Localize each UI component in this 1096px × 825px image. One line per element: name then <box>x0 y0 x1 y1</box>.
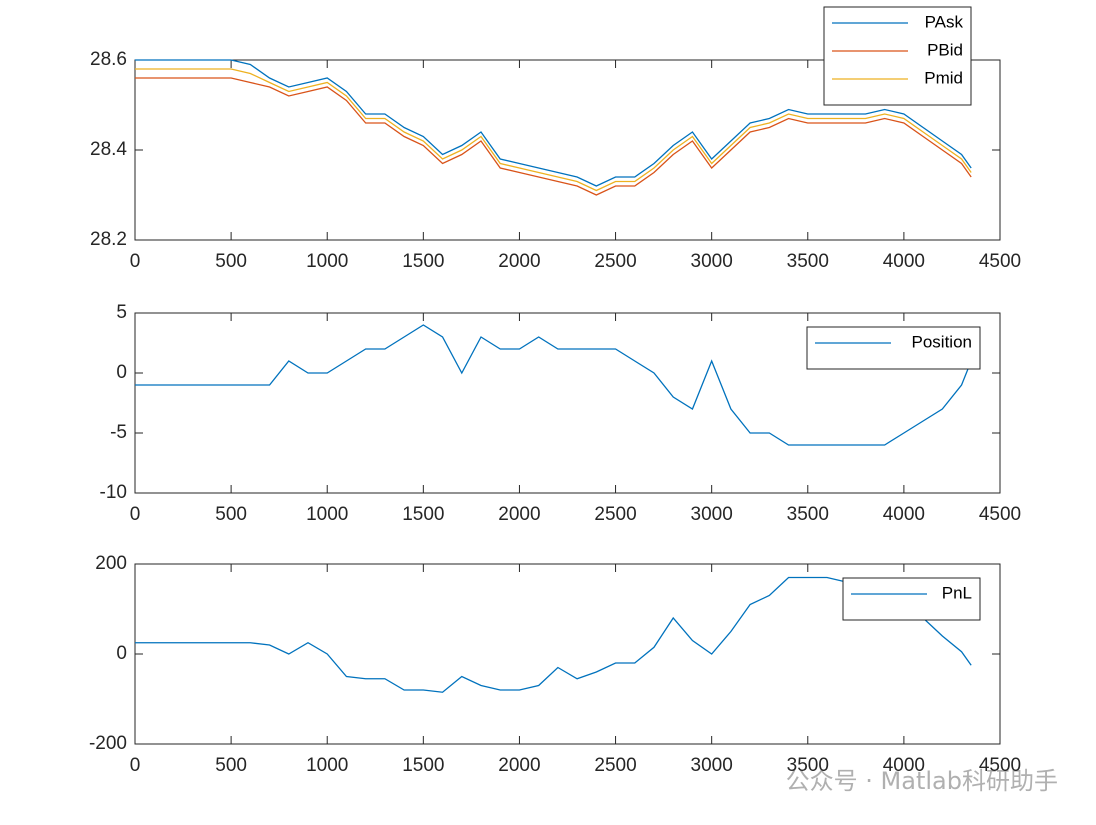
x-tick-label: 3500 <box>787 755 829 776</box>
legend: PAsk PBid Pmid <box>823 6 972 106</box>
y-tick-label: 28.4 <box>90 139 127 160</box>
legend-box <box>806 326 981 370</box>
x-tick-label: 2000 <box>498 504 540 525</box>
x-tick-label: 0 <box>130 755 141 776</box>
legend: PnL <box>842 577 981 621</box>
watermark: 公众号 · Matlab科研助手 <box>786 767 1058 795</box>
x-tick-label: 3500 <box>787 251 829 272</box>
x-tick-label: 3000 <box>691 755 733 776</box>
x-tick-label: 500 <box>215 755 247 776</box>
series-line <box>135 59 972 187</box>
x-tick-label: 4000 <box>883 251 925 272</box>
y-tick-label: 28.6 <box>90 49 127 70</box>
x-tick-label: 2500 <box>594 251 636 272</box>
legend-label: Pmid <box>924 68 963 87</box>
y-tick-label: -10 <box>100 482 127 503</box>
x-tick-label: 1500 <box>402 504 444 525</box>
x-tick-label: 4500 <box>979 755 1021 776</box>
x-tick-label: 0 <box>130 251 141 272</box>
series-line <box>135 68 972 192</box>
series-line <box>135 324 972 446</box>
x-tick-label: 1000 <box>306 755 348 776</box>
y-tick-label: 5 <box>116 302 127 323</box>
y-tick-label: -5 <box>110 422 127 443</box>
x-tick-label: 0 <box>130 504 141 525</box>
x-tick-label: 1500 <box>402 251 444 272</box>
x-tick-label: 4000 <box>883 504 925 525</box>
x-tick-label: 2500 <box>594 504 636 525</box>
legend-label: Position <box>912 332 972 351</box>
legend-label: PnL <box>942 583 972 602</box>
x-tick-label: 3500 <box>787 504 829 525</box>
x-tick-label: 4500 <box>979 504 1021 525</box>
x-tick-label: 3000 <box>691 251 733 272</box>
x-tick-label: 500 <box>215 504 247 525</box>
y-tick-label: 0 <box>116 643 127 664</box>
x-tick-label: 1000 <box>306 504 348 525</box>
x-tick-label: 2500 <box>594 755 636 776</box>
x-tick-label: 2000 <box>498 251 540 272</box>
legend: Position <box>806 326 981 370</box>
legend-label: PAsk <box>925 12 964 31</box>
series-line <box>135 77 972 196</box>
x-tick-label: 3000 <box>691 504 733 525</box>
x-tick-label: 1500 <box>402 755 444 776</box>
y-tick-label: 200 <box>95 553 127 574</box>
x-tick-label: 4500 <box>979 251 1021 272</box>
legend-box <box>842 577 981 621</box>
x-tick-label: 1000 <box>306 251 348 272</box>
y-tick-label: 0 <box>116 362 127 383</box>
legend-label: PBid <box>927 40 963 59</box>
series-line <box>135 576 972 693</box>
x-tick-label: 500 <box>215 251 247 272</box>
x-tick-label: 4000 <box>883 755 925 776</box>
y-tick-label: 28.2 <box>90 229 127 250</box>
y-tick-label: -200 <box>89 733 127 754</box>
x-tick-label: 2000 <box>498 755 540 776</box>
